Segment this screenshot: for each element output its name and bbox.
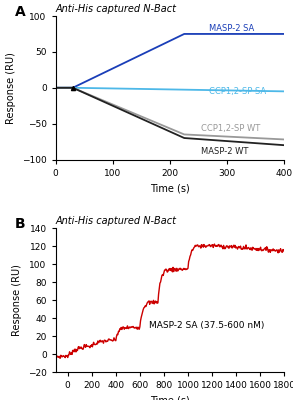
Text: B: B	[15, 217, 25, 231]
Text: Anti-His captured N-Bact: Anti-His captured N-Bact	[56, 4, 177, 14]
Text: MASP-2 SA: MASP-2 SA	[209, 24, 254, 33]
X-axis label: Time (s): Time (s)	[150, 396, 190, 400]
Text: Anti-His captured N-Bact: Anti-His captured N-Bact	[56, 216, 177, 226]
Text: MASP-2 SA (37.5-600 nM): MASP-2 SA (37.5-600 nM)	[149, 321, 265, 330]
Text: MASP-2 WT: MASP-2 WT	[201, 147, 249, 156]
X-axis label: Time (s): Time (s)	[150, 183, 190, 193]
Y-axis label: Response (RU): Response (RU)	[6, 52, 16, 124]
Text: A: A	[15, 4, 25, 18]
Text: CCP1,2-SP SA: CCP1,2-SP SA	[209, 87, 266, 96]
Text: CCP1,2-SP WT: CCP1,2-SP WT	[201, 124, 260, 133]
Y-axis label: Response (RU): Response (RU)	[12, 264, 22, 336]
